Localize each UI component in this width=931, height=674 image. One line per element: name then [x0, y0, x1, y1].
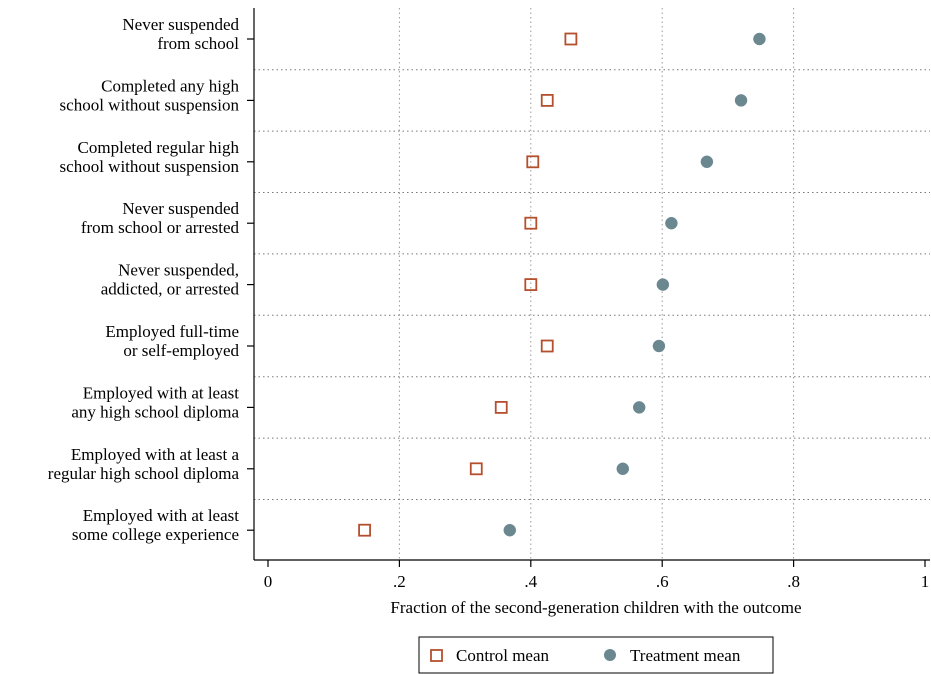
treatment-mean-marker [632, 401, 646, 414]
x-axis-title: Fraction of the second-generation childr… [390, 598, 801, 617]
category-label: Employed with at least a regular high sch… [48, 445, 240, 483]
category-label: Never suspended from school or arrested [81, 199, 240, 237]
x-tick-label: .8 [787, 572, 800, 591]
grid-lines [254, 8, 930, 560]
x-tick-label: 1 [921, 572, 930, 591]
treatment-mean-marker [652, 339, 666, 353]
legend: Control mean Treatment mean [418, 636, 774, 674]
legend-control-marker [430, 649, 443, 662]
control-mean-marker [540, 94, 554, 107]
x-tick-label: 0 [264, 572, 273, 591]
control-mean-marker [564, 32, 578, 46]
control-mean-marker [540, 339, 554, 353]
treatment-mean-marker [665, 216, 678, 230]
legend-control-label: Control mean [456, 646, 550, 665]
category-labels: Never suspended from school Completed any … [48, 15, 240, 544]
x-tick-label: .2 [393, 572, 406, 591]
treatment-mean-marker [753, 32, 766, 46]
category-label: Completed regular high school without sus… [60, 138, 240, 176]
legend-treatment-marker [604, 649, 616, 661]
treatment-mean-marker [700, 155, 714, 169]
legend-treatment-label: Treatment mean [630, 646, 741, 665]
control-mean-marker [358, 523, 371, 537]
treatment-mean-marker [734, 94, 748, 107]
category-label: Employed with at least some college exper… [72, 506, 239, 544]
control-mean-marker [494, 400, 508, 414]
category-label: Completed any high school without suspens… [60, 76, 240, 114]
category-label: Employed with at least any high school di… [71, 383, 239, 421]
legend-box [418, 636, 774, 674]
treatment-mean-marker [616, 462, 630, 476]
data-markers [358, 32, 766, 537]
treatment-mean-marker [503, 523, 517, 537]
treatment-mean-marker [656, 278, 670, 291]
control-mean-marker [469, 462, 483, 476]
axes [247, 8, 930, 567]
category-label: Employed full-time or self-employed [105, 322, 239, 360]
control-mean-marker [526, 155, 540, 169]
x-tick-label: .4 [524, 572, 537, 591]
x-tick-label: .6 [656, 572, 669, 591]
control-mean-marker [524, 278, 538, 292]
category-label: Never suspended from school [122, 15, 239, 53]
category-label: Never suspended, addicted, or arrested [101, 261, 240, 299]
control-mean-marker [524, 216, 538, 230]
x-tick-labels: 0 .2 .4 .6 .8 1 [264, 572, 930, 591]
